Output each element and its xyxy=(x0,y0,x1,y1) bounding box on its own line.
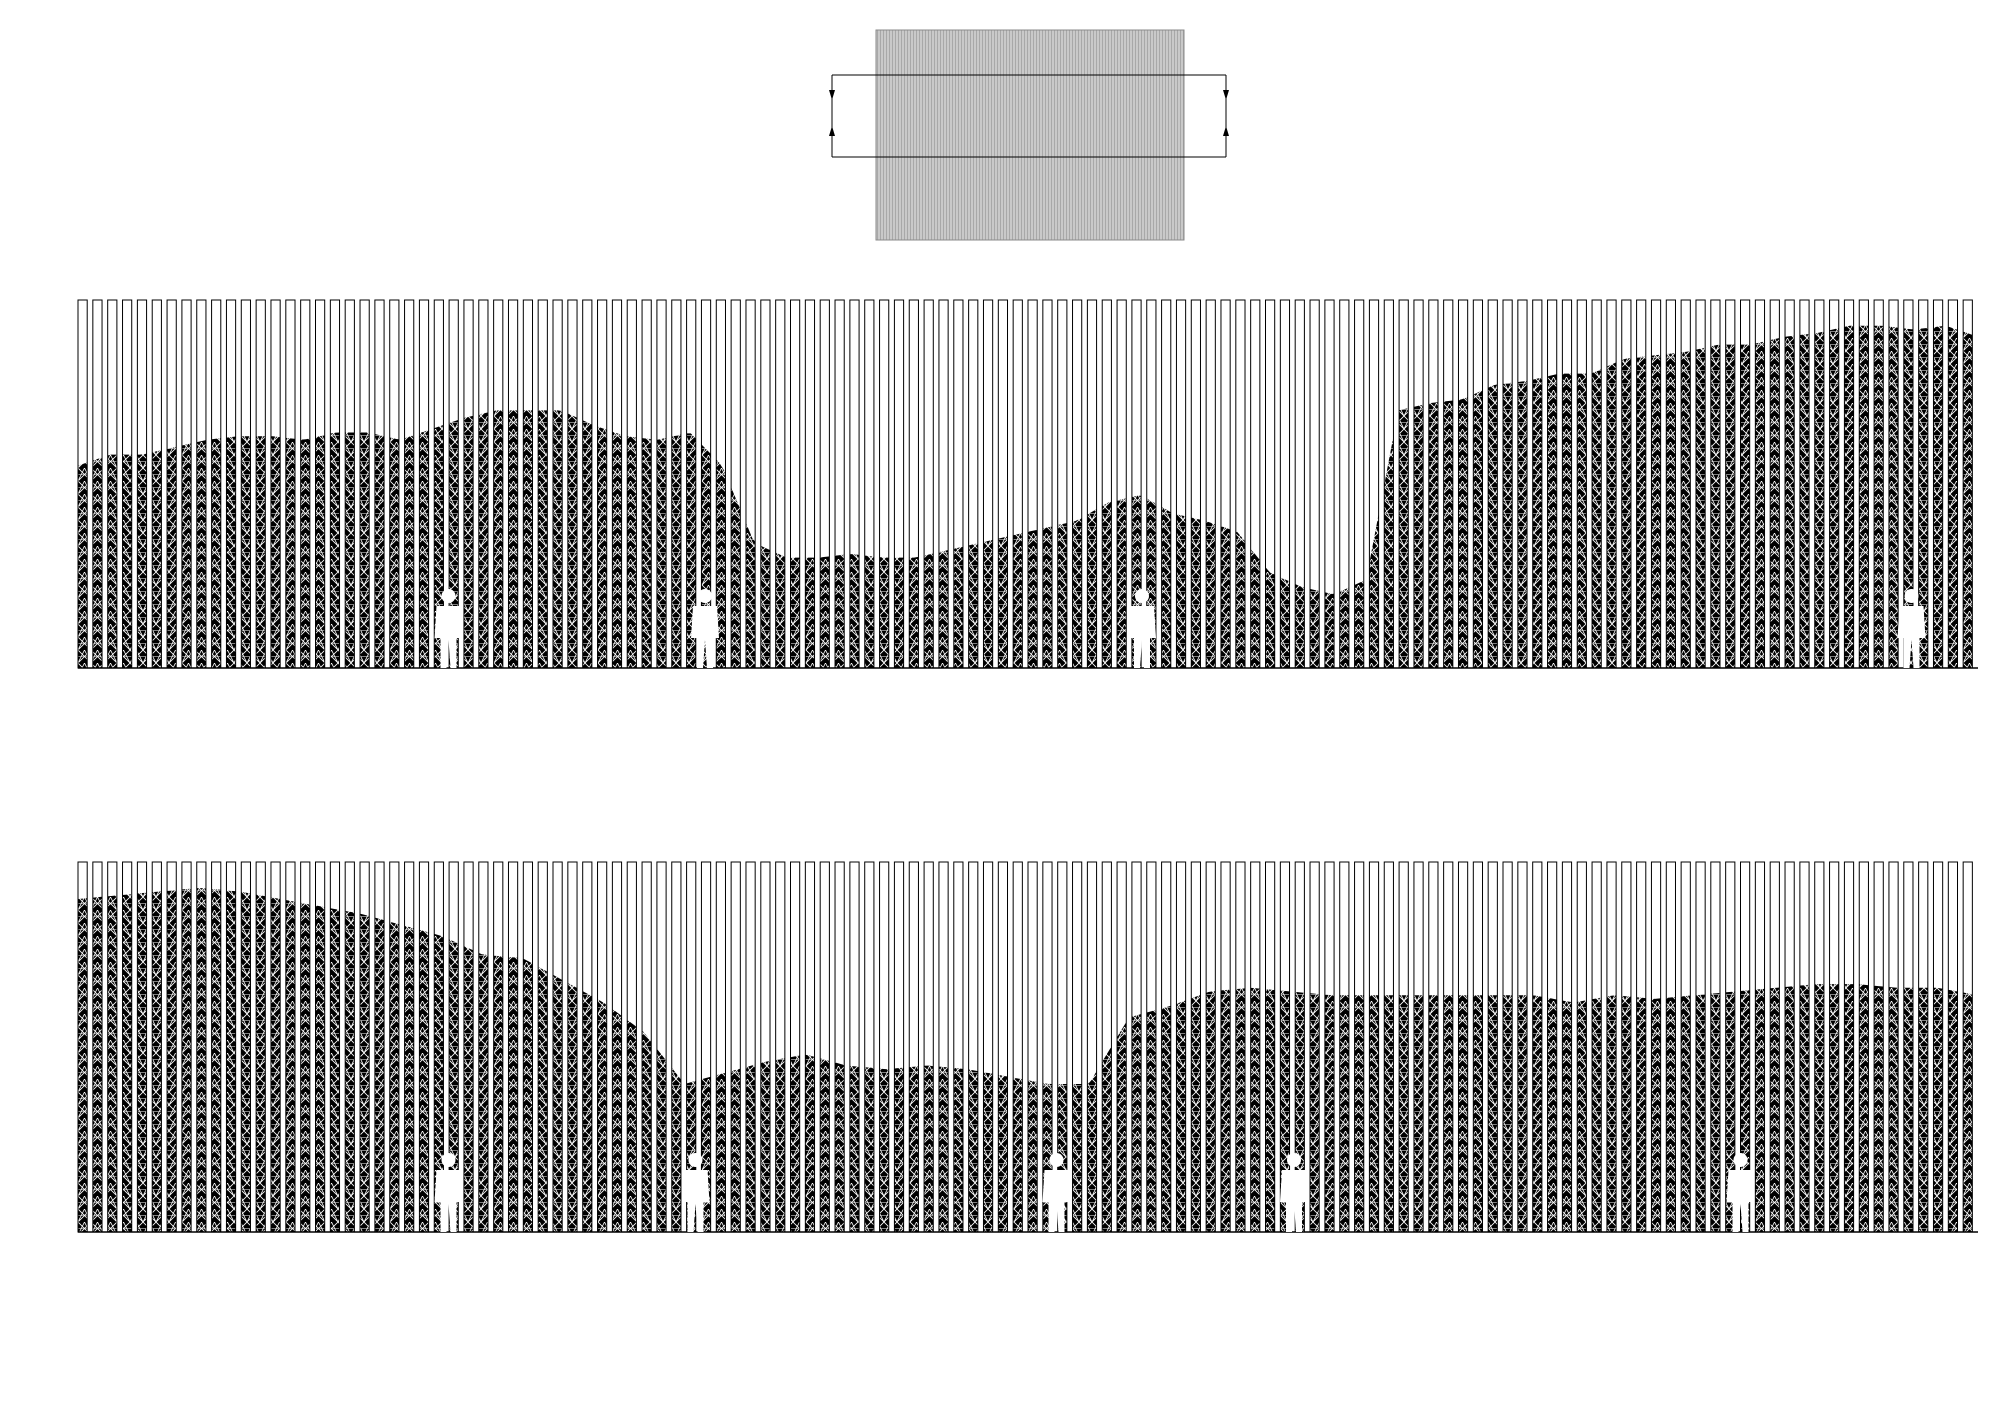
human-figure-icon xyxy=(434,1153,463,1232)
human-figure-icon xyxy=(1280,1153,1308,1232)
section-arrow-icon xyxy=(829,90,835,100)
human-figure-icon xyxy=(1042,1153,1071,1232)
section-arrow-icon xyxy=(829,126,835,136)
key-plan xyxy=(829,29,1229,241)
key-plan-block xyxy=(875,29,1185,241)
elevation-2 xyxy=(77,861,1978,1233)
elevation-1 xyxy=(77,299,1978,669)
section-arrow-icon xyxy=(1223,126,1229,136)
human-figure-icon xyxy=(434,589,463,668)
human-figure-icon xyxy=(691,589,719,668)
human-figure-icon xyxy=(1726,1153,1755,1232)
human-figure-icon xyxy=(1128,589,1156,668)
section-arrow-icon xyxy=(1223,90,1229,100)
human-figure-icon xyxy=(681,1153,710,1232)
human-figure-icon xyxy=(1897,589,1926,668)
